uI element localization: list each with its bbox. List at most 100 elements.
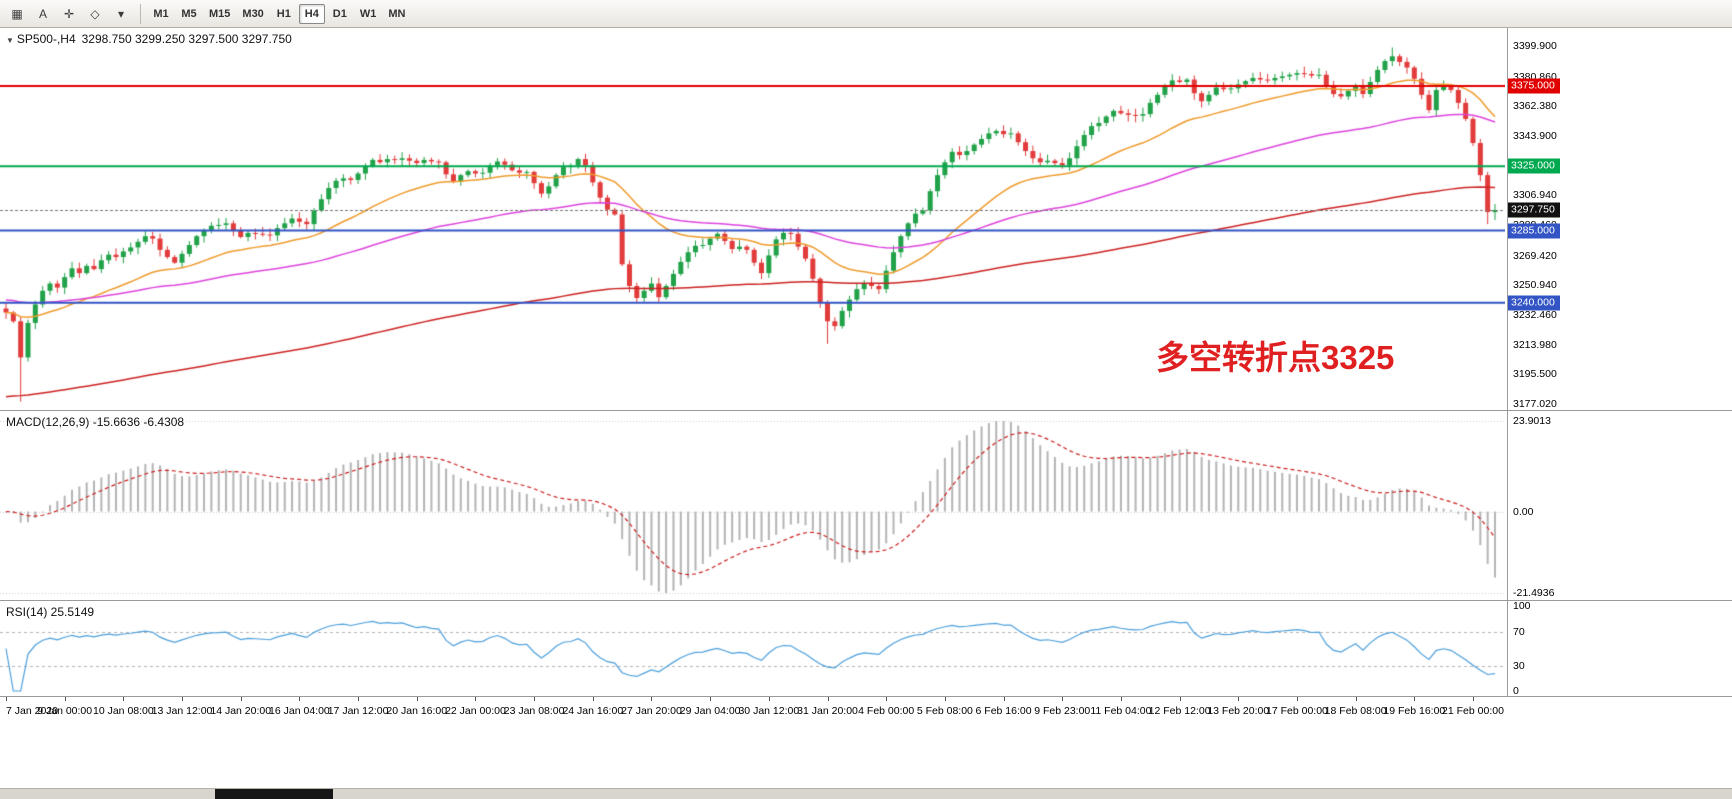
- time-axis-tick: [534, 697, 536, 701]
- price-axis[interactable]: 3399.9003380.8603362.3803343.9003325.420…: [1507, 28, 1568, 410]
- time-axis-label: 10 Jan 08:00: [93, 705, 154, 717]
- time-axis-label: 24 Jan 16:00: [562, 705, 624, 717]
- time-axis-tick: [1062, 697, 1064, 701]
- time-axis-label: 11 Feb 04:00: [1090, 705, 1152, 717]
- time-axis-tick: [475, 697, 477, 701]
- time-axis-label: 9 Feb 23:00: [1034, 705, 1091, 717]
- price-chart-canvas[interactable]: [0, 28, 1505, 410]
- timeframe-button-mn[interactable]: MN: [388, 7, 406, 20]
- shapes-tool-icon[interactable]: ◇: [90, 6, 100, 21]
- crosshair-tool-icon[interactable]: ✛: [63, 6, 75, 21]
- rsi-axis-label: 30: [1513, 659, 1525, 672]
- hline-price-tag: 3240.000: [1508, 295, 1560, 311]
- macd-axis-label: -21.4936: [1513, 587, 1555, 599]
- text-tool-icon[interactable]: A: [38, 6, 47, 21]
- price-axis-label: 3232.460: [1513, 308, 1557, 321]
- time-axis-tick: [886, 697, 888, 701]
- timeframe-group: M1 M5 M15 M30 H1 H4 D1 W1 MN: [147, 3, 411, 24]
- price-axis-label: 3306.940: [1513, 189, 1557, 202]
- time-axis-tick: [1355, 697, 1357, 701]
- timeframe-button-w1[interactable]: W1: [359, 7, 377, 20]
- time-axis[interactable]: 7 Jan 2020 9 Jan 00:00 10 Jan 08:00 13 Jan …: [0, 697, 1732, 727]
- time-axis-label: 18 Feb 08:00: [1324, 705, 1387, 717]
- time-axis-tick: [1179, 697, 1181, 701]
- time-axis-tick: [240, 697, 242, 701]
- time-axis-label: 9 Jan 00:00: [37, 705, 93, 717]
- time-axis-label: 13 Feb 20:00: [1207, 705, 1270, 717]
- time-axis-tick: [651, 697, 653, 701]
- price-axis-label: 3343.900: [1513, 129, 1557, 142]
- time-axis-tick: [1238, 697, 1240, 701]
- time-axis-label: 19 Feb 16:00: [1383, 705, 1446, 717]
- symbol-period-label: SP500-,H4: [16, 32, 76, 46]
- macd-panel: MACD(12,26,9) -15.6636 -6.4308 23.9013 0.…: [0, 411, 1732, 601]
- rsi-canvas[interactable]: [0, 601, 1505, 696]
- time-axis-label: 12 Feb 12:00: [1148, 705, 1211, 717]
- rsi-panel: RSI(14) 25.5149 100 70 30 0: [0, 601, 1732, 697]
- timeframe-button-m1[interactable]: M1: [153, 7, 169, 20]
- time-axis-label: 13 Jan 12:00: [151, 705, 213, 717]
- time-axis-tick: [1296, 697, 1298, 701]
- time-axis-tick: [827, 697, 829, 701]
- hline-price-tag: 3325.000: [1508, 158, 1560, 174]
- empty-area: [0, 727, 1732, 788]
- rsi-header: RSI(14) 25.5149: [6, 605, 95, 619]
- price-axis-label: 3195.500: [1513, 368, 1557, 381]
- time-axis-label: 17 Jan 12:00: [327, 705, 389, 717]
- taskbar-strip: [0, 788, 1732, 799]
- macd-axis[interactable]: 23.9013 0.00 -21.4936: [1507, 411, 1568, 600]
- symbol-menu-icon[interactable]: ▼: [6, 36, 14, 45]
- rsi-axis-label: 0: [1513, 685, 1519, 697]
- time-axis-label: 31 Jan 20:00: [797, 705, 858, 717]
- time-axis-label: 29 Jan 04:00: [679, 705, 741, 717]
- rsi-axis-label: 100: [1513, 601, 1531, 612]
- time-axis-tick: [358, 697, 360, 701]
- time-axis-label: 7 Jan 2020: [6, 705, 58, 717]
- macd-axis-label: 0.00: [1513, 505, 1534, 518]
- time-axis-tick: [592, 697, 594, 701]
- time-axis-tick: [1414, 697, 1416, 701]
- price-axis-label: 3269.420: [1513, 249, 1557, 262]
- time-axis-label: 4 Feb 00:00: [858, 705, 915, 717]
- time-axis-label: 27 Jan 20:00: [621, 705, 682, 717]
- macd-header: MACD(12,26,9) -15.6636 -6.4308: [6, 415, 185, 429]
- macd-canvas[interactable]: [0, 411, 1505, 600]
- timeframe-button-m30[interactable]: M30: [242, 7, 264, 20]
- annotation-text: 多空转折点3325: [1156, 339, 1395, 376]
- taskbar-dark-segment[interactable]: [215, 789, 333, 799]
- timeframe-button-d1[interactable]: D1: [332, 7, 347, 20]
- time-axis-tick: [123, 697, 125, 701]
- time-axis-label: 22 Jan 00:00: [445, 705, 506, 717]
- chart-header: ▼ SP500-,H4 3298.750 3299.250 3297.500 329…: [6, 32, 292, 46]
- price-chart-panel: ▼ SP500-,H4 3298.750 3299.250 3297.500 329…: [0, 28, 1732, 411]
- time-axis-label: 21 Feb 00:00: [1442, 705, 1504, 717]
- time-axis-label: 5 Feb 08:00: [916, 705, 973, 717]
- time-axis-tick: [944, 697, 946, 701]
- time-axis-tick: [1003, 697, 1005, 701]
- timeframe-button-h1[interactable]: H1: [276, 7, 291, 20]
- time-axis-tick: [64, 697, 66, 701]
- time-axis-label: 20 Jan 16:00: [386, 705, 448, 717]
- time-axis-tick: [182, 697, 184, 701]
- price-axis-label: 3399.900: [1513, 40, 1557, 52]
- rsi-axis[interactable]: 100 70 30 0: [1507, 601, 1568, 696]
- chart-mode-icon[interactable]: ▦: [11, 6, 23, 21]
- timeframe-button-m15[interactable]: M15: [209, 7, 231, 20]
- timeframe-button-h4[interactable]: H4: [298, 3, 325, 24]
- time-axis-label: 17 Feb 00:00: [1266, 705, 1328, 717]
- rsi-axis-label: 70: [1513, 625, 1525, 638]
- time-axis-tick: [1120, 697, 1122, 701]
- price-axis-label: 3250.940: [1513, 279, 1557, 292]
- toolbar-separator: [140, 3, 141, 24]
- price-axis-label: 3177.020: [1513, 398, 1557, 410]
- price-axis-label: 3362.380: [1513, 100, 1557, 113]
- timeframe-button-m5[interactable]: M5: [181, 7, 197, 20]
- time-axis-tick: [416, 697, 418, 701]
- ohlc-quote: 3298.750 3299.250 3297.500 3297.750: [81, 32, 292, 46]
- time-axis-tick: [6, 697, 7, 701]
- current-price-tag: 3297.750: [1508, 202, 1560, 218]
- price-axis-label: 3213.980: [1513, 338, 1557, 351]
- time-axis-tick: [768, 697, 770, 701]
- arrow-dropdown-icon[interactable]: ▾: [117, 6, 125, 21]
